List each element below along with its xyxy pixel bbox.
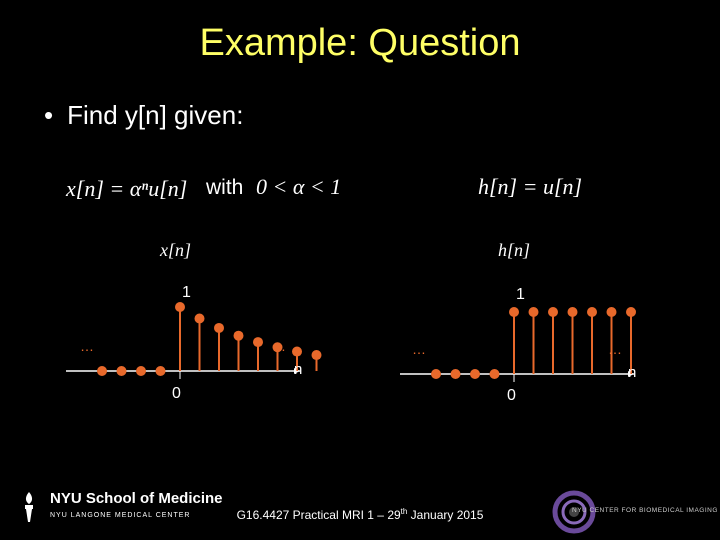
x-definition: x[n] = αⁿu[n] — [66, 176, 188, 201]
x-axis-n-label: n — [294, 361, 303, 378]
stem-marker — [489, 369, 500, 379]
cbi-emblem-icon — [552, 490, 596, 534]
stem-marker — [528, 307, 539, 317]
stem-marker — [587, 307, 597, 317]
stem-marker — [214, 322, 224, 333]
stem-marker — [450, 369, 461, 379]
h-stem-plot — [400, 307, 636, 382]
h-right-ellipsis: … — [608, 341, 622, 357]
x-stem-plot — [66, 302, 322, 379]
stem-marker — [175, 302, 185, 312]
stem-marker — [606, 307, 617, 317]
with-text: with — [206, 176, 244, 199]
cbi-logo-text: NYU CENTER FOR BIOMEDICAL IMAGING — [572, 507, 718, 514]
h-axis-n-label: n — [628, 364, 637, 381]
stem-marker — [116, 366, 127, 376]
stem-marker — [136, 366, 146, 376]
footer-course-info: G16.4427 Practical MRI 1 – 29th January … — [236, 507, 484, 522]
x-plot-title: x[n] — [160, 240, 191, 260]
cbi-logo: NYU CENTER FOR BIOMEDICAL IMAGING — [552, 488, 720, 534]
nyu-school-of-medicine-logo: NYU School of Medicine NYU LANGONE MEDIC… — [14, 490, 223, 528]
h-definition: h[n] = u[n] — [478, 174, 583, 199]
bullet-marker: • — [44, 100, 54, 130]
stem-marker — [292, 346, 302, 357]
slide-title: Example: Question — [199, 22, 521, 64]
x-origin-label: 0 — [172, 385, 181, 402]
bullet-item: • Find y[n] given: — [44, 100, 243, 131]
h-peak-label: 1 — [516, 286, 525, 303]
stem-marker — [233, 330, 244, 341]
stem-marker — [97, 366, 107, 376]
stem-marker — [548, 307, 558, 317]
nyu-logo-main-text: NYU School of Medicine — [50, 490, 223, 507]
bullet-text: Find y[n] given: — [67, 100, 244, 130]
h-plot-title: h[n] — [498, 240, 531, 260]
x-peak-label: 1 — [182, 284, 191, 301]
stem-marker — [194, 313, 205, 324]
alpha-condition: 0 < α < 1 — [256, 174, 342, 199]
stem-marker — [155, 366, 166, 376]
h-left-ellipsis: … — [412, 341, 426, 357]
stem-marker — [567, 307, 578, 317]
x-left-ellipsis: … — [80, 338, 94, 354]
stem-marker — [626, 307, 636, 317]
x-right-ellipsis: … — [272, 338, 286, 354]
stem-marker — [431, 369, 441, 379]
stem-marker — [509, 307, 519, 317]
stem-marker — [272, 342, 283, 353]
torch-icon — [25, 492, 33, 522]
stem-marker — [253, 337, 263, 348]
stem-marker — [311, 350, 322, 361]
stem-marker — [470, 369, 480, 379]
nyu-logo-sub-text: NYU LANGONE MEDICAL CENTER — [50, 512, 191, 519]
h-origin-label: 0 — [507, 387, 516, 404]
